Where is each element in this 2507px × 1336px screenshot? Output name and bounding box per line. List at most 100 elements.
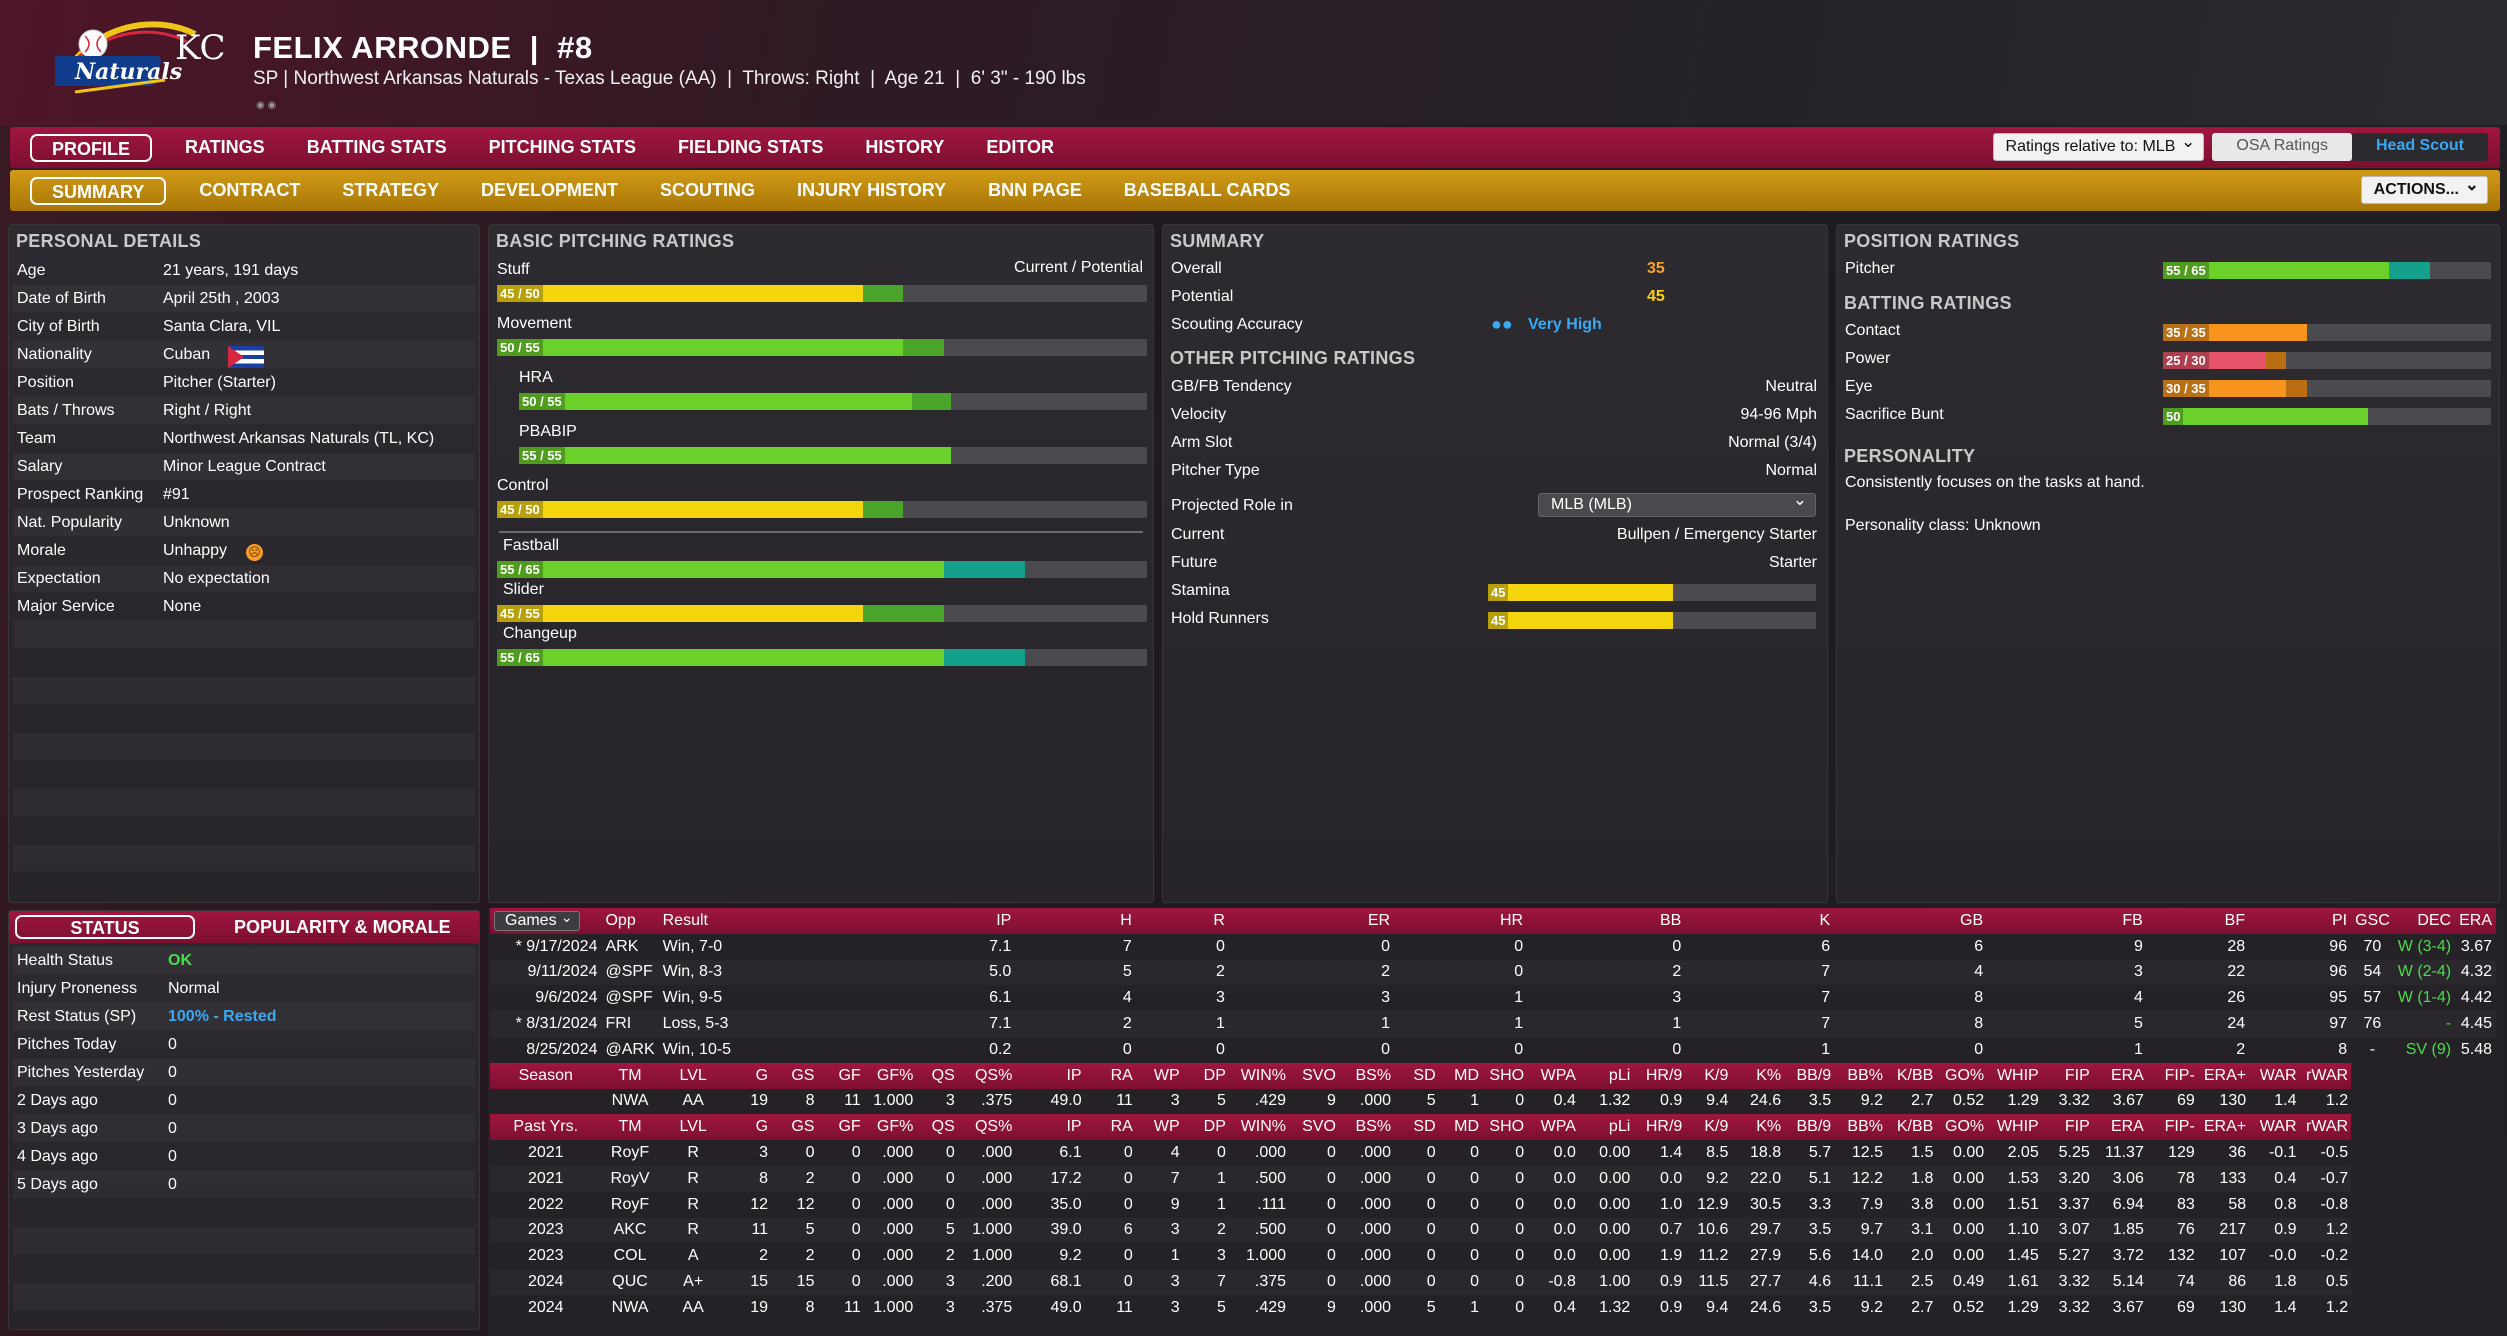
tab-fielding-stats[interactable]: FIELDING STATS [678, 136, 824, 157]
season-col-header[interactable]: WHIP [1996, 1066, 2039, 1084]
osa-ratings-toggle[interactable]: OSA Ratings [2212, 133, 2352, 161]
past-col-header[interactable]: QS [931, 1118, 955, 1136]
season-col-header[interactable]: SD [1413, 1066, 1436, 1084]
past-col-header[interactable]: GS [791, 1118, 815, 1136]
season-col-header[interactable]: BB/9 [1796, 1066, 1832, 1084]
game-row[interactable]: * 8/31/2024 FRI Loss, 5-3 7.1 2 1 1 1 1 7 8 5 24 97 76… [490, 1011, 2496, 1037]
past-col-header[interactable]: pLi [1608, 1118, 1631, 1136]
season-col-header[interactable]: SVO [1302, 1066, 1336, 1084]
past-year-row[interactable]: 2024 QUC A+ 15 15 0.000 3.200 68.1 0 3 7.375 0.000 0… [490, 1269, 2496, 1295]
past-year-row[interactable]: 2021 RoyF R 3 0 0.000 0.000 6.1 0 4 0.000 0.000 0 0 0 0… [490, 1140, 2496, 1166]
tab-strategy[interactable]: STRATEGY [342, 179, 440, 200]
games-col-header[interactable]: ER [1367, 911, 1391, 929]
past-col-header[interactable]: WP [1153, 1118, 1180, 1136]
games-col-header[interactable]: GB [1960, 911, 1984, 929]
tab-popularity-morale[interactable]: POPULARITY & MORALE [234, 917, 451, 937]
past-col-header[interactable]: RA [1110, 1118, 1133, 1136]
game-row[interactable]: 9/11/2024 @SPF Win, 8-3 5.0 5 2 2 0 2 7 4 3 22 96 54 W … [490, 960, 2496, 986]
game-row[interactable]: 9/6/2024 @SPF Win, 9-5 6.1 4 3 3 1 3 7 8 4 26 95 57 W (… [490, 985, 2496, 1011]
past-col-header[interactable]: WAR [2259, 1118, 2297, 1136]
season-col-header[interactable]: GO% [1945, 1066, 1985, 1084]
tab-batting-stats[interactable]: BATTING STATS [306, 136, 447, 157]
tab-summary[interactable]: SUMMARY [30, 176, 167, 205]
season-col-header[interactable]: MD [1454, 1066, 1480, 1084]
season-col-header[interactable]: rWAR [2306, 1066, 2349, 1084]
past-col-header[interactable]: K/9 [1704, 1118, 1729, 1136]
season-col-header[interactable]: LVL [679, 1066, 707, 1084]
season-col-header[interactable]: BS% [1355, 1066, 1392, 1084]
season-col-header[interactable]: ERA [2110, 1066, 2144, 1084]
past-col-header[interactable]: rWAR [2306, 1118, 2349, 1136]
past-year-row[interactable]: 2023 AKC R 11 5 0.000 5 1.000 39.0 6 3 2.500 0.000 0 0… [490, 1218, 2496, 1244]
past-col-header[interactable]: IP [1066, 1118, 1082, 1136]
games-col-header[interactable]: R [1213, 911, 1225, 929]
past-col-header[interactable]: FIP- [2164, 1118, 2195, 1136]
past-col-header[interactable]: GF% [876, 1118, 914, 1136]
tab-scouting[interactable]: SCOUTING [660, 179, 756, 200]
past-col-header[interactable]: BS% [1355, 1118, 1392, 1136]
season-row[interactable]: NWA AA 19 8 11 1.000 3 .375 49.0 11 3 5 .429 9 .000 5 1 0… [490, 1089, 2496, 1115]
season-col-header[interactable]: Season [518, 1066, 573, 1084]
past-year-row[interactable]: 2023 COL A 2 2 0.000 2 1.000 9.2 0 1 3 1.000 0.000 0 0 0… [490, 1243, 2496, 1269]
games-col-header[interactable]: H [1120, 911, 1132, 929]
season-col-header[interactable]: GS [791, 1066, 815, 1084]
season-col-header[interactable]: GF% [876, 1066, 914, 1084]
season-col-header[interactable]: WIN% [1240, 1066, 1287, 1084]
season-col-header[interactable]: DP [1203, 1066, 1226, 1084]
past-year-row[interactable]: 2022 RoyF R 12 12 0.000 0.000 35.0 0 9 1.111 0.000 0… [490, 1192, 2496, 1218]
season-col-header[interactable]: HR/9 [1645, 1066, 1683, 1084]
tab-ratings[interactable]: RATINGS [185, 136, 265, 157]
past-col-header[interactable]: G [755, 1118, 769, 1136]
games-col-header[interactable]: DEC [2417, 911, 2452, 929]
past-col-header[interactable]: SHO [1489, 1118, 1525, 1136]
games-col-header[interactable]: Opp [605, 911, 636, 929]
season-col-header[interactable]: BB% [1847, 1066, 1883, 1084]
season-col-header[interactable]: FIP- [2164, 1066, 2195, 1084]
season-col-header[interactable]: IP [1066, 1066, 1082, 1084]
games-select[interactable]: Games ⌄ [494, 909, 580, 931]
past-year-row[interactable]: 2021 RoyV R 8 2 0.000 0.000 17.2 0 7 1.500 0.000 0 0 0… [490, 1166, 2496, 1192]
projected-role-select[interactable]: MLB (MLB) [1538, 489, 1816, 517]
season-col-header[interactable]: RA [1110, 1066, 1133, 1084]
personal-value[interactable]: Northwest Arkansas Naturals (TL, KC) [163, 430, 435, 447]
past-col-header[interactable]: DP [1203, 1118, 1226, 1136]
season-col-header[interactable]: FIP [2064, 1066, 2090, 1084]
past-year-row[interactable]: 2024 NWA AA 19 8 11 1.000 3 .375 49.0 11 3 5 .429 9 .00… [490, 1295, 2496, 1321]
games-col-header[interactable]: IP [996, 911, 1012, 929]
games-col-header[interactable]: PI [2331, 911, 2348, 929]
games-col-header[interactable]: FB [2122, 911, 2143, 929]
tab-editor[interactable]: EDITOR [986, 136, 1055, 157]
season-col-header[interactable]: ERA+ [2203, 1066, 2247, 1084]
past-col-header[interactable]: GO% [1945, 1118, 1985, 1136]
head-scout-toggle[interactable]: Head Scout [2351, 133, 2488, 161]
games-col-header[interactable]: HR [1499, 911, 1524, 929]
games-col-header[interactable]: BF [2224, 911, 2246, 929]
past-col-header[interactable]: FIP [2064, 1118, 2090, 1136]
past-col-header[interactable]: ERA+ [2203, 1118, 2247, 1136]
season-col-header[interactable]: TM [618, 1066, 642, 1084]
past-col-header[interactable]: SD [1413, 1118, 1436, 1136]
past-col-header[interactable]: QS% [974, 1118, 1013, 1136]
season-col-header[interactable]: G [755, 1066, 769, 1084]
past-col-header[interactable]: K/BB [1896, 1118, 1934, 1136]
past-col-header[interactable]: Past Yrs. [513, 1118, 579, 1136]
past-col-header[interactable]: SVO [1302, 1118, 1336, 1136]
game-row[interactable]: * 9/17/2024 ARK Win, 7-0 7.1 7 0 0 0 0 6 6 9 28 96 70 W… [490, 934, 2496, 960]
season-col-header[interactable]: K% [1756, 1066, 1782, 1084]
tab-history[interactable]: HISTORY [865, 136, 945, 157]
ratings-relative-select[interactable]: Ratings relative to: MLB [1992, 129, 2205, 161]
season-col-header[interactable]: SHO [1489, 1066, 1525, 1084]
past-col-header[interactable]: GF [838, 1118, 861, 1136]
games-col-header[interactable]: Result [662, 911, 708, 929]
season-col-header[interactable]: K/9 [1704, 1066, 1729, 1084]
season-col-header[interactable]: WPA [1540, 1066, 1576, 1084]
season-col-header[interactable]: WP [1153, 1066, 1180, 1084]
games-col-header[interactable]: BB [1659, 911, 1682, 929]
games-col-header[interactable]: GSC [2355, 911, 2390, 929]
player-flags-icon[interactable]: ◉ ◉ [256, 100, 277, 111]
past-col-header[interactable]: ERA [2110, 1118, 2144, 1136]
season-col-header[interactable]: QS% [974, 1066, 1013, 1084]
season-col-header[interactable]: pLi [1608, 1066, 1631, 1084]
tab-contract[interactable]: CONTRACT [199, 179, 301, 200]
game-row[interactable]: 8/25/2024 @ARK Win, 10-5 0.2 0 0 0 0 0 1 0 1 2 8 - SV (… [490, 1037, 2496, 1063]
